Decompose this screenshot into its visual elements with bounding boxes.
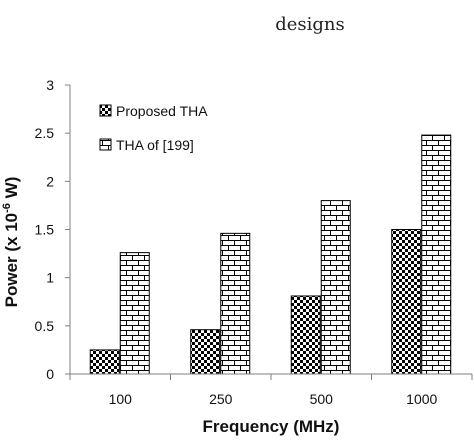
y-axis: 0 0.5 1 1.5 2 2.5 3 [35,77,71,382]
bar-checker-1000 [391,229,422,375]
x-tick-label: 250 [209,391,233,407]
bar-brick-100 [119,252,150,375]
bars-group [89,134,452,375]
y-tick-label: 2.5 [35,125,55,141]
x-axis-title: Frequency (MHz) [203,417,340,436]
legend-label-proposed-tha: Proposed THA [116,103,208,119]
y-tick-label: 1 [46,270,54,286]
bar-checker-500 [290,295,321,375]
bar-checker-250 [190,329,221,375]
bar-brick-1000 [421,134,452,375]
y-tick-label: 3 [46,77,54,93]
bar-brick-500 [320,200,351,375]
x-axis: 100 250 500 1000 [69,373,473,407]
legend-label-tha-199: THA of [199] [116,137,194,153]
legend-swatch-tha-199 [99,138,112,151]
x-tick-label: 500 [310,391,334,407]
bar-brick-250 [220,232,251,375]
y-tick-label: 1.5 [35,222,55,238]
bar-checker-100 [89,349,120,375]
legend: Proposed THA THA of [199] [99,103,208,153]
y-tick-label: 0 [46,366,54,382]
y-axis-title: Power (x 10-6 W) [1,177,21,308]
y-tick-label: 2 [46,173,54,189]
legend-swatch-proposed-tha [99,104,112,117]
x-tick-label: 1000 [406,391,437,407]
y-tick-label: 0.5 [35,318,55,334]
x-tick-label: 100 [109,391,133,407]
chart-caption: designs [275,14,345,35]
